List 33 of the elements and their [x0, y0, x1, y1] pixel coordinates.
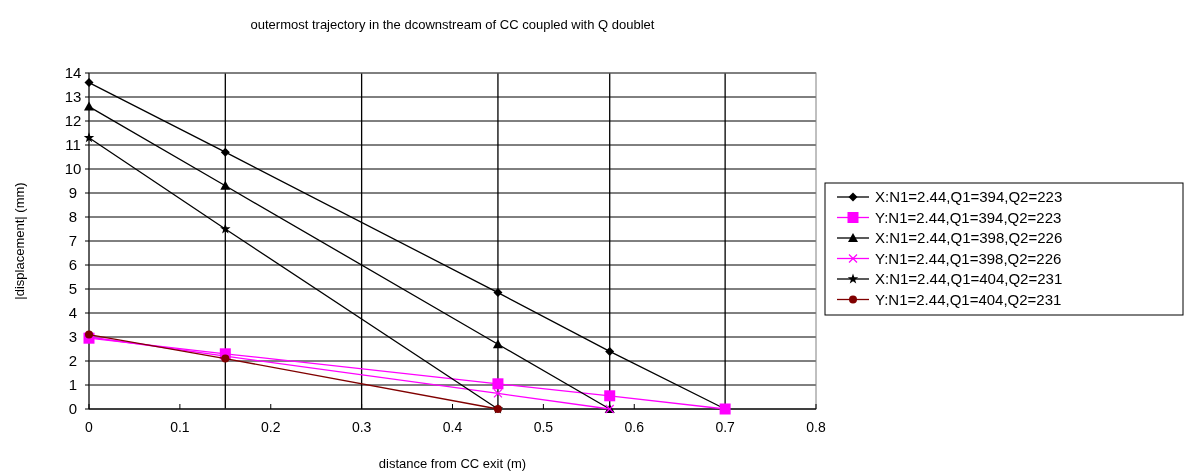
legend-label: Y:N1=2.44,Q1=398,Q2=226: [875, 249, 1062, 267]
y-tick-label: 4: [68, 304, 78, 322]
x-axis-title: distance from CC exit (m): [378, 456, 527, 471]
legend-label: Y:N1=2.44,Q1=404,Q2=231: [875, 290, 1062, 308]
legend-label: X:N1=2.44,Q1=404,Q2=231: [875, 270, 1063, 288]
y-tick-label: 14: [64, 64, 82, 82]
y-tick-label: 2: [68, 352, 78, 370]
y-tick-label: 5: [68, 280, 78, 298]
x-tick-label: 0.2: [261, 419, 281, 435]
legend-label: X:N1=2.44,Q1=394,Q2=223: [875, 188, 1063, 206]
x-tick-label: 0.5: [533, 419, 554, 435]
y-tick-label: 10: [64, 160, 82, 178]
x-tick-label: 0.7: [715, 419, 736, 435]
legend-label: Y:N1=2.44,Q1=394,Q2=223: [875, 208, 1062, 226]
y-tick-label: 11: [65, 136, 81, 154]
y-tick-label: 13: [64, 88, 82, 106]
y-tick-label: 0: [68, 400, 78, 418]
legend-label: X:N1=2.44,Q1=398,Q2=226: [875, 229, 1063, 247]
y-tick-label: 6: [68, 256, 78, 274]
y-tick-label: 9: [68, 184, 78, 202]
y-tick-label: 8: [68, 208, 78, 226]
x-tick-label: 0.6: [624, 419, 645, 435]
y-tick-label: 3: [68, 328, 78, 346]
x-tick-label: 0.8: [806, 419, 826, 435]
x-tick-label: 0.1: [170, 419, 190, 435]
y-axis-title: |displacement| (mm): [12, 182, 27, 300]
x-tick-label: 0.3: [351, 419, 372, 435]
x-tick-label: 0.4: [442, 419, 463, 435]
x-tick-label: 0: [85, 419, 94, 435]
chart-title: outermost trajectory in the dcownstream of CC coupled with Q doublet: [250, 17, 655, 32]
y-tick-label: 7: [68, 232, 78, 250]
y-tick-label: 12: [64, 112, 82, 130]
y-tick-label: 1: [68, 376, 78, 394]
